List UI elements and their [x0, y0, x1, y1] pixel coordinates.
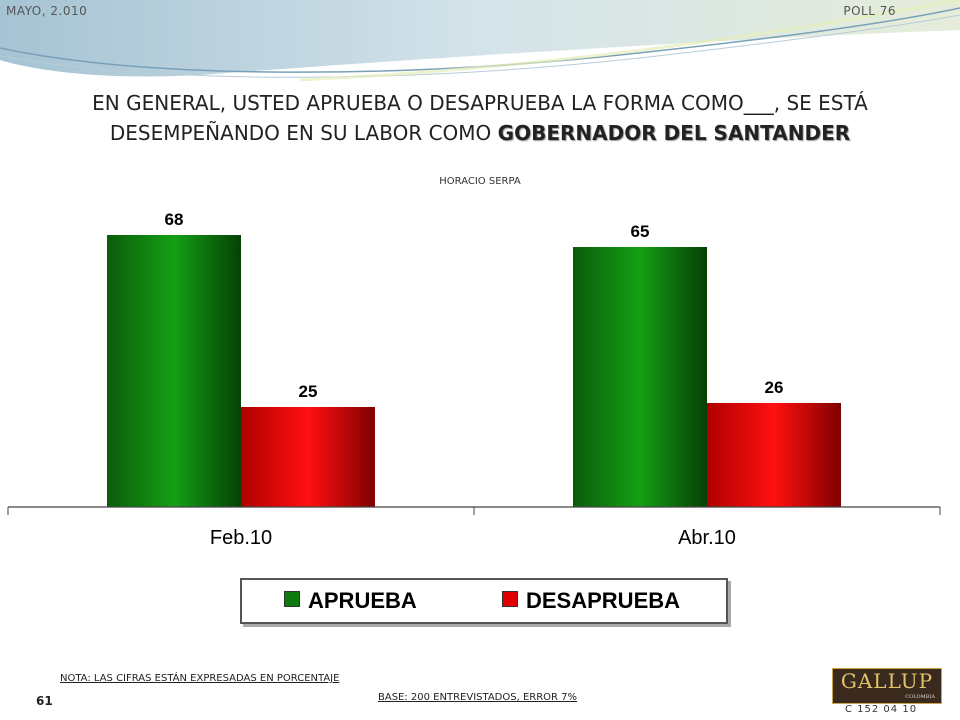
chart-subtitle: HORACIO SERPA — [439, 176, 521, 187]
question-title: EN GENERAL, USTED APRUEBA O DESAPRUEBA L… — [30, 88, 930, 148]
legend-item-aprueba: APRUEBA — [284, 588, 417, 614]
legend-label-desaprueba: DESAPRUEBA — [526, 588, 681, 613]
x-tick-label: Feb.10 — [210, 527, 272, 549]
data-label: 65 — [631, 222, 650, 241]
legend-swatch-aprueba — [284, 591, 300, 607]
legend-swatch-desaprueba — [502, 591, 518, 607]
sample-base-note: BASE: 200 ENTREVISTADOS, ERROR 7% — [378, 692, 578, 703]
data-label: 26 — [765, 378, 784, 397]
x-tick-label: Abr.10 — [678, 527, 736, 549]
bar-aprueba-0 — [107, 235, 241, 507]
question-title-line2: DESEMPEÑANDO EN SU LABOR COMO GOBERNADOR… — [30, 118, 930, 148]
header-swoosh-decoration — [0, 0, 960, 82]
question-title-line1: EN GENERAL, USTED APRUEBA O DESAPRUEBA L… — [92, 91, 868, 115]
logo-subtext: COLOMBIA — [905, 694, 935, 700]
document-code: C 152 04 10 — [845, 704, 918, 715]
page-number: 61 — [36, 694, 53, 708]
bar-aprueba-1 — [573, 247, 707, 507]
bar-desaprueba-1 — [707, 403, 841, 507]
bar-chart: 68 25 Feb.10 65 26 Abr.10 — [7, 210, 941, 549]
data-label: 25 — [299, 382, 318, 401]
gallup-logo: GALLUP COLOMBIA — [832, 668, 942, 704]
bar-desaprueba-0 — [241, 407, 375, 507]
chart-legend: APRUEBA DESAPRUEBA — [240, 578, 728, 624]
logo-text: GALLUP — [840, 669, 934, 693]
legend-label-aprueba: APRUEBA — [308, 588, 417, 613]
question-title-highlight: GOBERNADOR DEL SANTANDER — [497, 121, 851, 145]
plot-area: 68 25 Feb.10 65 26 Abr.10 — [7, 210, 941, 549]
report-date: MAYO, 2.010 — [6, 4, 88, 18]
footnote: NOTA: LAS CIFRAS ESTÁN EXPRESADAS EN POR… — [60, 673, 340, 684]
question-title-line2-prefix: DESEMPEÑANDO EN SU LABOR COMO — [109, 121, 498, 145]
data-label: 68 — [165, 210, 184, 229]
legend-item-desaprueba: DESAPRUEBA — [502, 588, 680, 614]
poll-number: POLL 76 — [843, 4, 896, 18]
